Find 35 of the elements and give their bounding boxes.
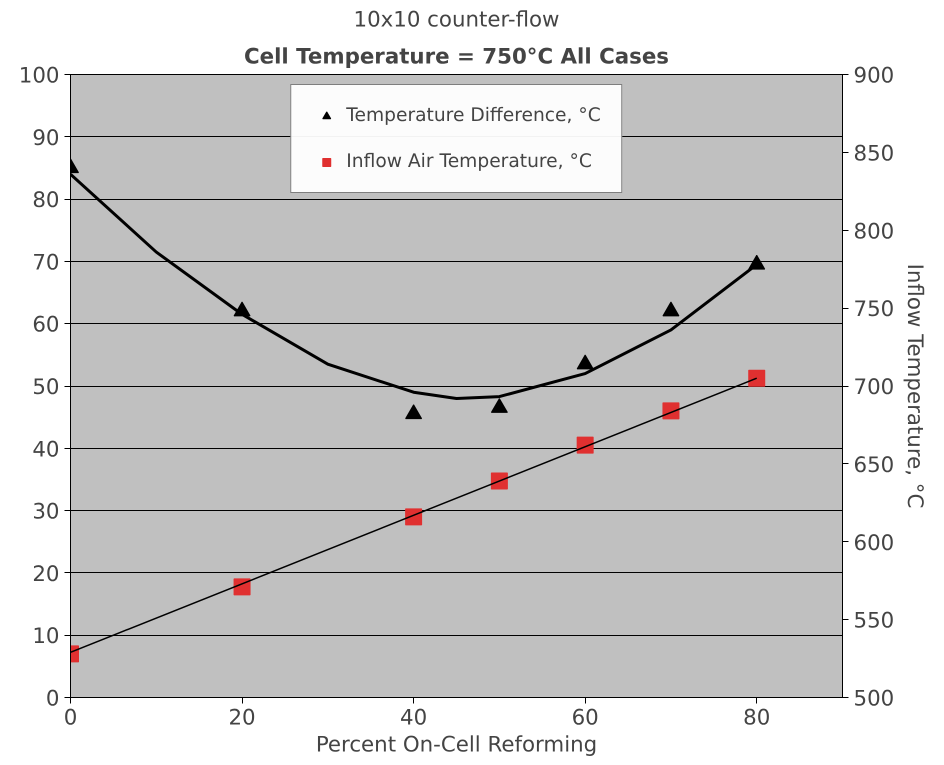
legend-label: Inflow Air Temperature, °C [346, 151, 592, 172]
y-tick-label: 70 [32, 250, 60, 276]
y2-tick-label: 600 [854, 530, 894, 556]
chart-title: 10x10 counter-flow [354, 8, 560, 32]
point [748, 370, 766, 387]
y-tick-label: 100 [18, 64, 60, 88]
y-tick-label: 60 [32, 312, 60, 338]
y2-tick-label: 900 [854, 64, 894, 88]
legend-label: Temperature Difference, °C [346, 105, 601, 126]
y-tick-label: 50 [32, 375, 60, 400]
y-tick-label: 80 [32, 188, 60, 214]
x-tick-label: 20 [228, 706, 256, 730]
y2-tick-label: 750 [854, 297, 894, 322]
y-tick-label: 40 [32, 437, 60, 462]
y-tick-label: 20 [32, 562, 60, 587]
y2-axis-title: Inflow Temperature, °C [902, 264, 928, 508]
y-tick-label: 30 [32, 500, 60, 525]
chart-subtitle: Cell Temperature = 750°C All Cases [244, 44, 670, 70]
point [234, 578, 251, 596]
y-tick-label: 10 [32, 624, 60, 650]
x-tick-label: 40 [400, 706, 428, 730]
y2-tick-label: 800 [854, 219, 894, 244]
y2-tick-label: 650 [854, 452, 894, 478]
y2-tick-label: 850 [854, 141, 894, 166]
y2-tick-label: 700 [854, 375, 894, 400]
y2-tick-label: 550 [854, 608, 894, 634]
point [576, 436, 594, 454]
y2-tick-label: 500 [854, 686, 894, 712]
y-tick-label: 0 [46, 686, 60, 712]
x-tick-label: 0 [64, 706, 78, 730]
point [405, 508, 422, 526]
x-tick-label: 60 [572, 706, 599, 730]
x-axis-title: Percent On-Cell Reforming [316, 732, 598, 758]
x-tick-label: 80 [743, 706, 770, 730]
y-tick-label: 90 [32, 126, 60, 151]
